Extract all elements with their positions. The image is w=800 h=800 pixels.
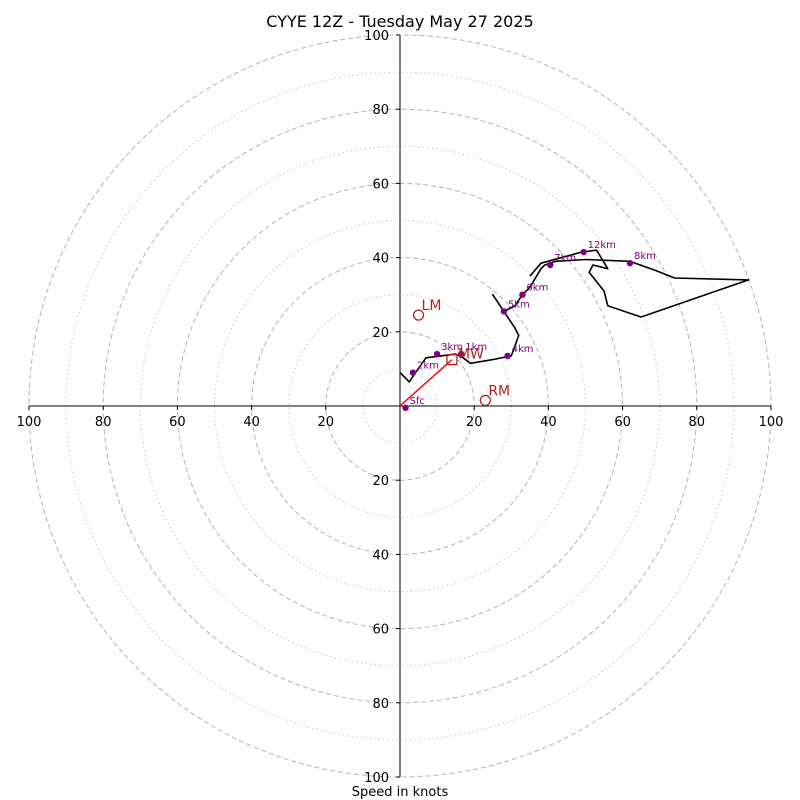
- x-tick-label: 40: [243, 415, 260, 430]
- shear-vector-line: [399, 359, 453, 407]
- x-tick-label: 100: [17, 415, 42, 430]
- height-label-1km: 1km: [465, 342, 487, 353]
- x-tick-label: 80: [95, 415, 112, 430]
- y-tick-label: 80: [372, 103, 389, 118]
- height-marker-5km: [500, 308, 508, 315]
- x-tick-label: 20: [318, 415, 335, 430]
- y-tick-label: 100: [364, 771, 389, 786]
- y-tick-label: 60: [372, 177, 389, 192]
- height-label-12km: 12km: [588, 240, 616, 251]
- height-label-7km: 7km: [554, 253, 576, 264]
- height-marker-2km: [409, 369, 417, 376]
- height-label-5km: 5km: [508, 299, 530, 310]
- chart-title: CYYE 12Z - Tuesday May 27 2025: [266, 12, 533, 31]
- storm-label-LM: LM: [422, 298, 442, 314]
- x-tick-label: 60: [169, 415, 186, 430]
- height-marker-7km: [547, 261, 554, 269]
- x-axis-label: Speed in knots: [352, 785, 449, 800]
- height-marker-1km: [458, 350, 465, 358]
- y-tick-label: 80: [372, 697, 389, 712]
- height-marker-Sfc: [402, 404, 409, 412]
- mean-wind-marker: [446, 353, 458, 366]
- shear-vector: [399, 359, 453, 407]
- height-label-3km: 3km: [441, 342, 463, 353]
- y-tick-label: 20: [372, 474, 389, 489]
- hodograph-line: [399, 249, 750, 383]
- hodograph-trace: [399, 249, 750, 383]
- height-label-8km: 8km: [634, 251, 656, 262]
- x-tick-label: 40: [540, 415, 557, 430]
- x-tick-label: 100: [759, 415, 784, 430]
- height-label-2km: 2km: [417, 361, 439, 372]
- y-tick-label: 100: [364, 29, 389, 44]
- y-tick-label: 20: [372, 326, 389, 341]
- height-marker-12km: [580, 248, 587, 256]
- storm-marker-RM: [479, 394, 491, 407]
- x-tick-label: 80: [689, 415, 706, 430]
- x-tick-label: 20: [466, 415, 483, 430]
- height-label-Sfc: Sfc: [410, 396, 425, 407]
- height-marker-4km: [504, 352, 511, 360]
- height-label-4km: 4km: [512, 344, 534, 355]
- storm-label-RM: RM: [488, 383, 510, 399]
- height-label-6km: 6km: [526, 283, 548, 294]
- y-tick-label: 40: [372, 252, 389, 267]
- y-tick-label: 40: [372, 548, 389, 563]
- mean-wind-label: MW: [458, 347, 484, 363]
- height-marker-8km: [626, 259, 634, 267]
- height-marker-6km: [519, 291, 526, 298]
- storm-motion-markers: LM RM MW: [412, 298, 510, 407]
- storm-marker-LM: [412, 309, 425, 321]
- x-tick-label: 60: [614, 415, 631, 430]
- y-tick-label: 60: [372, 623, 389, 638]
- height-marker-3km: [433, 350, 441, 358]
- tick-labels: 20 40 60 80 100 100 80 60 40 20 100 80 60 40 20 20 40 60 8…: [17, 29, 784, 786]
